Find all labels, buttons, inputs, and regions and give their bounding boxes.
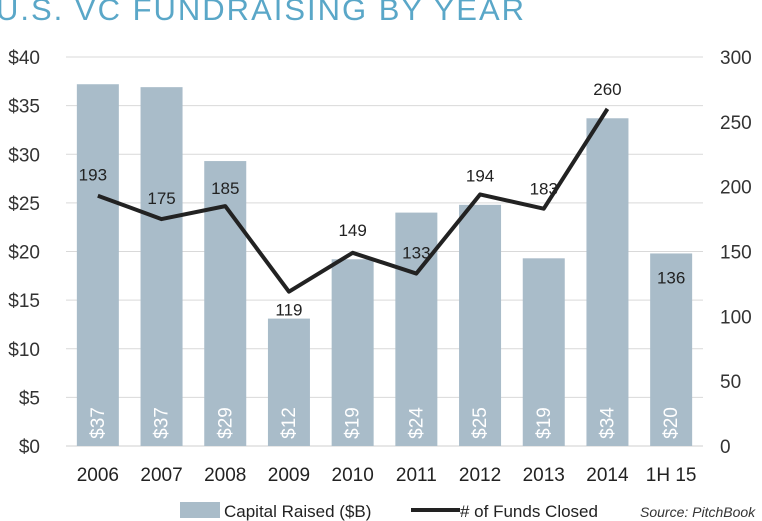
left-axis-tick-label: $35 xyxy=(8,97,40,118)
category-label: 2006 xyxy=(77,465,119,486)
funds-value-label: 194 xyxy=(466,166,494,185)
category-label: 2011 xyxy=(396,465,437,486)
legend-label-capital: Capital Raised ($B) xyxy=(224,502,371,521)
bar xyxy=(395,212,438,446)
category-label: 2013 xyxy=(523,465,565,486)
bars xyxy=(76,84,693,447)
bar-labels: $37 $37 $29 $12 $19 $24 $25 $19 $34 $20 xyxy=(88,407,682,439)
category-labels: 2006 2007 2008 2009 2010 2011 2012 2013 2014 1H 1… xyxy=(77,465,697,486)
bar xyxy=(586,118,629,446)
category-label: 2010 xyxy=(332,465,374,486)
left-axis-tick-label: $40 xyxy=(8,48,40,69)
bar-value-label: $19 xyxy=(343,407,364,439)
right-axis-tick-label: 200 xyxy=(720,178,752,199)
funds-value-label: 136 xyxy=(657,268,685,287)
bar xyxy=(459,204,502,446)
left-axis-tick-label: $5 xyxy=(19,388,40,409)
category-label: 2007 xyxy=(140,465,182,486)
left-axis-tick-label: $30 xyxy=(8,145,40,166)
bar xyxy=(650,253,693,446)
bar-value-label: $24 xyxy=(406,407,427,439)
funds-value-label: 183 xyxy=(530,180,558,199)
category-label: 1H 15 xyxy=(646,465,697,486)
right-axis-tick-label: 0 xyxy=(720,437,731,458)
left-axis-tick-label: $25 xyxy=(8,194,40,215)
category-label: 2012 xyxy=(459,465,501,486)
source-note: Source: PitchBook xyxy=(640,504,756,520)
bar xyxy=(76,84,119,446)
bar-value-label: $37 xyxy=(88,407,109,439)
bar-value-label: $19 xyxy=(534,407,555,439)
category-label: 2014 xyxy=(586,465,629,486)
bar-value-label: $12 xyxy=(279,407,300,439)
right-axis-tick-label: 150 xyxy=(720,243,752,264)
bar xyxy=(331,259,374,446)
left-axis-ticks: $0 $5 $10 $15 $20 $25 $30 $35 $40 xyxy=(8,48,40,458)
right-axis-tick-label: 250 xyxy=(720,113,752,134)
left-axis-tick-label: $10 xyxy=(8,340,40,361)
category-label: 2008 xyxy=(204,465,246,486)
funds-value-label: 133 xyxy=(402,244,430,263)
left-axis-tick-label: $20 xyxy=(8,243,40,264)
funds-line-path xyxy=(97,107,610,294)
bar-value-label: $37 xyxy=(152,407,173,439)
right-axis-tick-label: 50 xyxy=(720,372,741,393)
category-label: 2009 xyxy=(268,465,310,486)
funds-value-label: 149 xyxy=(338,221,366,240)
right-axis-ticks: 0 50 100 150 200 250 300 xyxy=(720,48,752,458)
chart-title: U.S. VC FUNDRAISING BY YEAR xyxy=(0,0,526,27)
left-axis-tick-label: $15 xyxy=(8,291,40,312)
bar-value-label: $34 xyxy=(597,407,618,439)
bar-value-label: $25 xyxy=(470,407,491,439)
right-axis-tick-label: 100 xyxy=(720,307,752,328)
funds-value-label: 185 xyxy=(211,179,239,198)
legend: Capital Raised ($B) # of Funds Closed xyxy=(180,502,598,521)
bar-value-label: $29 xyxy=(215,407,236,439)
bar xyxy=(140,87,183,447)
bar xyxy=(204,161,247,446)
legend-swatch-capital xyxy=(180,502,220,518)
bar xyxy=(267,318,310,446)
funds-value-label: 260 xyxy=(593,80,621,99)
bar-value-label: $20 xyxy=(661,407,682,439)
funds-line xyxy=(97,107,610,294)
bar xyxy=(522,258,565,446)
left-axis-tick-label: $0 xyxy=(19,437,40,458)
legend-label-funds: # of Funds Closed xyxy=(460,502,598,521)
funds-value-label: 193 xyxy=(79,166,107,185)
point-labels: 193 175 185 119 149 133 194 183 260 136 xyxy=(79,80,686,320)
right-axis-tick-label: 300 xyxy=(720,48,752,69)
funds-value-label: 119 xyxy=(275,301,302,320)
funds-value-label: 175 xyxy=(147,189,175,208)
